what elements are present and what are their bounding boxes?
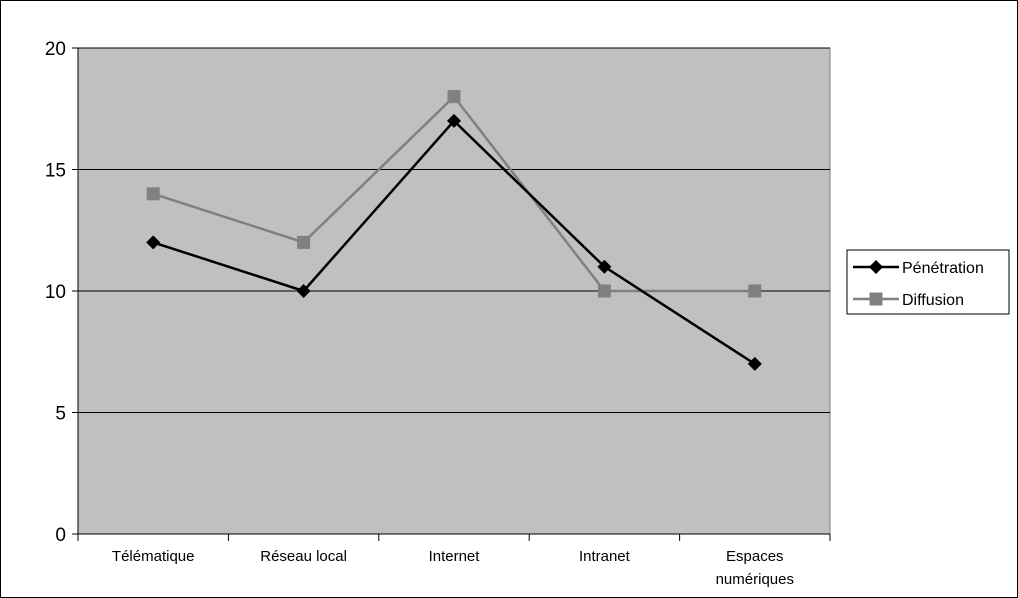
series-1: [146, 90, 762, 298]
data-point: [146, 235, 161, 250]
x-tick-label-line: Réseau local: [260, 548, 347, 565]
x-tick-label-line: Intranet: [579, 548, 631, 565]
y-tick-label: 15: [45, 161, 66, 182]
y-tick-label: 5: [55, 404, 66, 425]
data-point: [447, 113, 461, 128]
x-tick-label-line: Espaces: [726, 548, 784, 565]
legend-marker: [869, 260, 883, 274]
data-point: [748, 284, 762, 298]
x-tick-label: Espaces numériques: [716, 548, 794, 588]
data-point: [146, 187, 160, 201]
x-axis: Télématique Réseau local Internet Intranet E…: [77, 533, 831, 588]
legend-marker: [869, 292, 883, 306]
legend-label: Diffusion: [902, 292, 964, 309]
y-axis: 0 5 10 15 20: [45, 39, 79, 546]
data-point: [747, 356, 762, 371]
x-tick-label: Internet: [429, 548, 481, 565]
x-tick-label-line: numériques: [716, 571, 794, 588]
x-tick-label: Réseau local: [260, 548, 347, 565]
legend: Pénétration Diffusion: [846, 249, 1010, 315]
data-point: [447, 90, 461, 104]
data-point: [597, 284, 611, 298]
x-tick-label: Télématique: [112, 548, 195, 565]
y-tick-label: 20: [45, 39, 66, 60]
data-point: [297, 235, 311, 249]
series-layer: [146, 90, 762, 371]
legend-label: Pénétration: [902, 260, 984, 277]
y-tick-label: 10: [45, 282, 66, 303]
data-point: [296, 284, 311, 298]
x-tick-label-line: Télématique: [112, 548, 195, 565]
data-point: [597, 259, 612, 274]
series-0: [146, 113, 762, 371]
x-tick-label-line: Internet: [429, 548, 481, 565]
x-tick-label: Intranet: [579, 548, 631, 565]
y-tick-label: 0: [55, 525, 66, 546]
